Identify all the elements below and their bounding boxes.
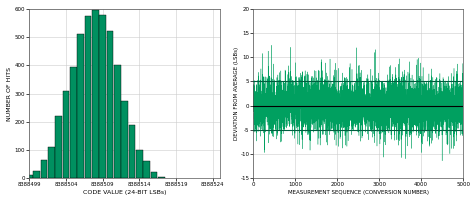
Bar <box>77 34 84 178</box>
Bar <box>143 161 150 178</box>
Bar <box>48 147 55 178</box>
Bar <box>150 173 157 178</box>
X-axis label: CODE VALUE (24-BIT LSBs): CODE VALUE (24-BIT LSBs) <box>83 190 166 195</box>
Bar <box>26 175 33 178</box>
Bar <box>84 16 91 178</box>
Bar <box>70 67 77 178</box>
Bar <box>121 101 128 178</box>
Bar <box>62 91 69 178</box>
Bar <box>55 116 62 178</box>
Bar <box>92 10 99 178</box>
Bar <box>40 160 47 178</box>
Bar <box>99 15 106 178</box>
Bar <box>129 125 135 178</box>
Y-axis label: DEVIATION FROM AVERAGE (LSBs): DEVIATION FROM AVERAGE (LSBs) <box>233 47 238 140</box>
Bar <box>158 177 164 178</box>
Bar <box>136 150 142 178</box>
Y-axis label: NUMBER OF HITS: NUMBER OF HITS <box>7 66 12 121</box>
X-axis label: MEASUREMENT SEQUENCE (CONVERSION NUMBER): MEASUREMENT SEQUENCE (CONVERSION NUMBER) <box>287 190 428 195</box>
Bar <box>107 32 113 178</box>
Bar <box>114 65 120 178</box>
Bar <box>33 171 40 178</box>
